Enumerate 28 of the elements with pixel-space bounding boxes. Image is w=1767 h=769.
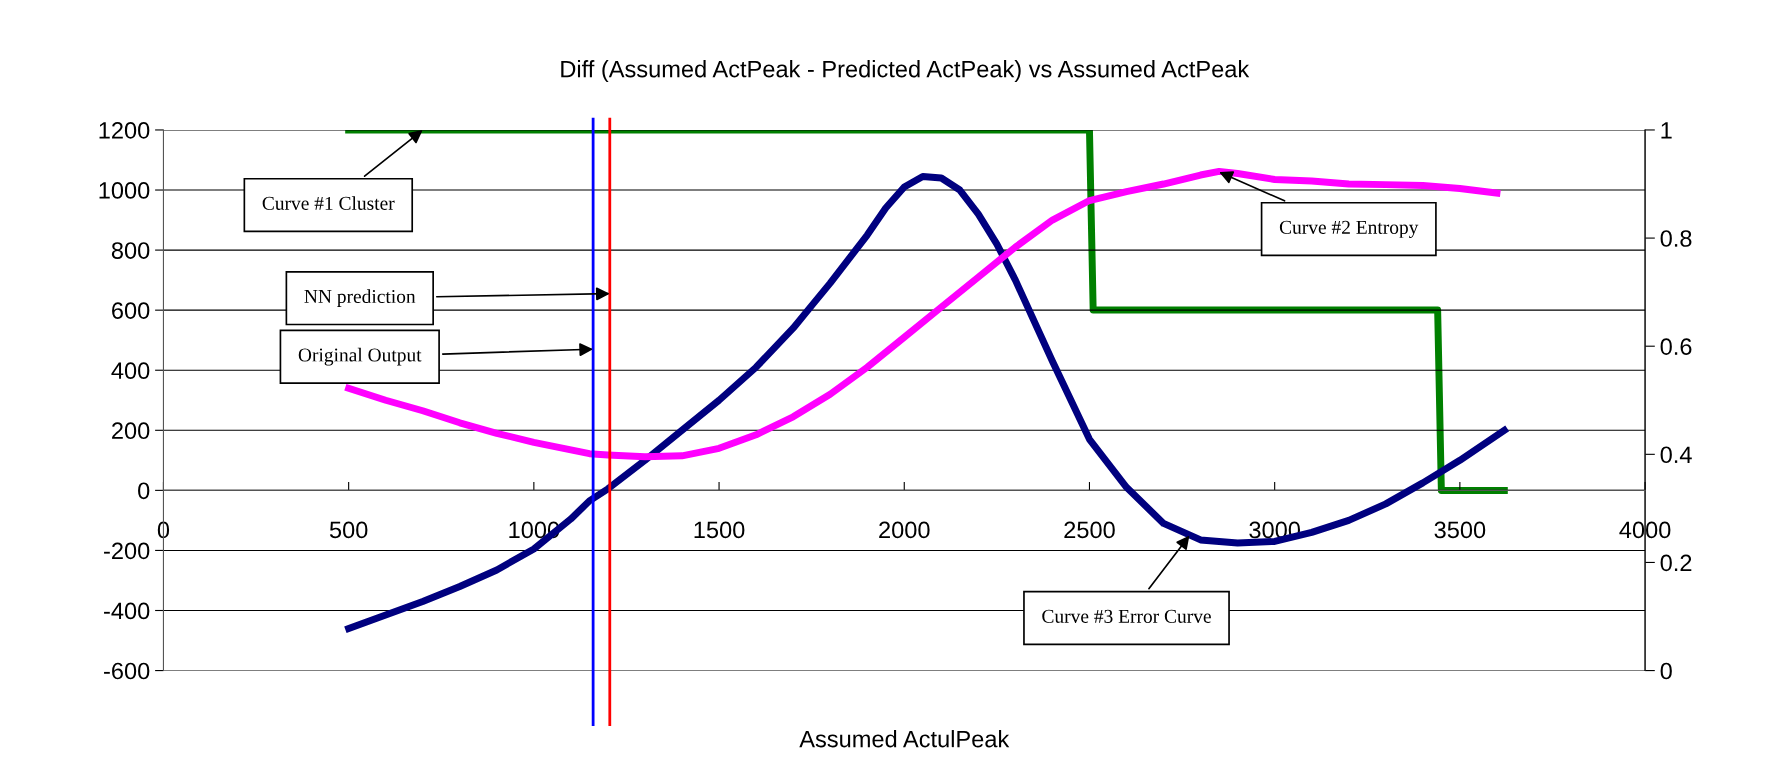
x-tick-label: 500 [329, 521, 368, 539]
annotation: NN prediction [304, 289, 416, 307]
annotation: Curve #3 Error Curve [1042, 609, 1211, 623]
chart-title: Diff (Assumed ActPeak - Predicted ActPeak) vs Assumed ActPeak [561, 60, 1250, 83]
x-tick-label: 1500 [694, 521, 745, 539]
y2-tick-label: 0.6 [1660, 338, 1692, 355]
y-tick-label: 1200 [99, 122, 150, 139]
y2-tick-label: 0.4 [1660, 446, 1692, 464]
x-axis-title: Assumed ActulPeak [799, 730, 1010, 748]
annotation: Curve #2 Entropy [1279, 220, 1419, 238]
y-tick-label: 1000 [99, 182, 150, 199]
y-tick-label: 800 [111, 242, 150, 259]
x-tick-label: 2500 [1064, 521, 1115, 539]
y-tick-label: -200 [104, 542, 150, 560]
y2-tick-label: 0.2 [1660, 554, 1692, 572]
y-tick-label: 0 [138, 482, 150, 500]
y2-tick-label: 1 [1661, 122, 1672, 139]
y-tick-label: 400 [111, 362, 150, 380]
annotation: Curve #1 Cluster [262, 196, 395, 210]
y-tick-label: 600 [112, 302, 150, 319]
x-tick-label: 3500 [1434, 521, 1486, 539]
x-tick-label: 2000 [879, 521, 930, 539]
y2-tick-label: 0 [1660, 662, 1672, 680]
y-tick-label: 200 [112, 422, 150, 440]
y2-tick-label: 0.8 [1660, 230, 1692, 247]
y-tick-label: -400 [104, 602, 150, 620]
annotation: Original Output [298, 347, 422, 366]
y-tick-label: -600 [104, 662, 150, 680]
